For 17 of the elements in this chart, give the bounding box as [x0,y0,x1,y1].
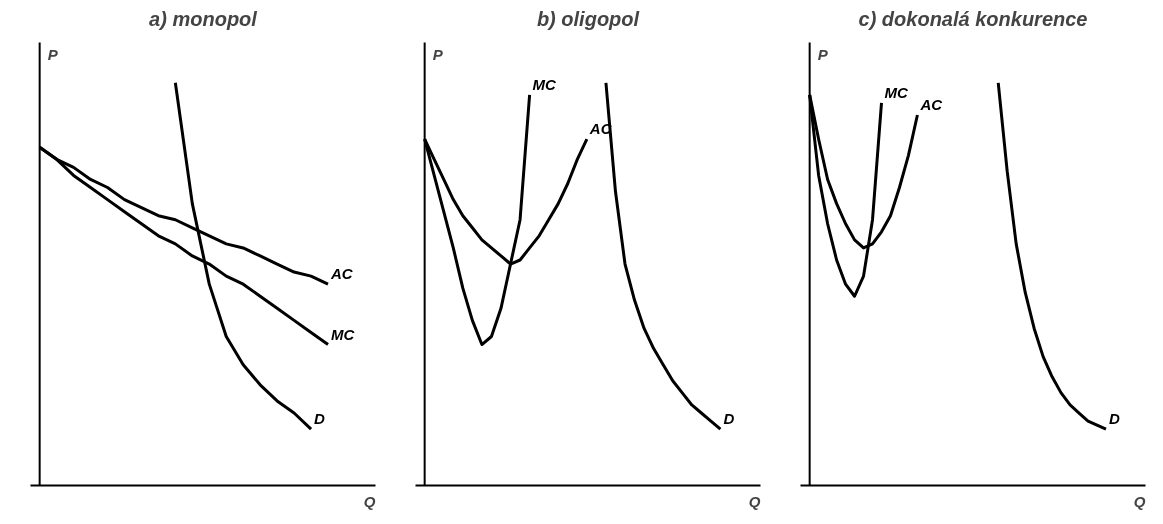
x-axis-title: Q [1133,492,1146,510]
series-label: MC [331,325,356,343]
series-label: AC [330,265,354,283]
series-label: MC [532,75,558,93]
chart-title: c) dokonalá konkurence [858,7,1088,30]
y-axis-title: P [47,45,59,63]
x-axis-title: Q [748,492,761,510]
x-axis-title: Q [363,492,376,510]
chart-title: a) monopol [149,7,258,30]
series-label: D [1108,410,1120,428]
series-label: D [723,410,735,428]
chart-title: b) oligopol [536,7,640,30]
series-label: D [314,410,326,428]
y-axis-title: P [432,45,444,63]
series-label: AC [919,96,944,114]
y-axis-title: P [817,45,829,63]
series-label: MC [884,83,909,101]
